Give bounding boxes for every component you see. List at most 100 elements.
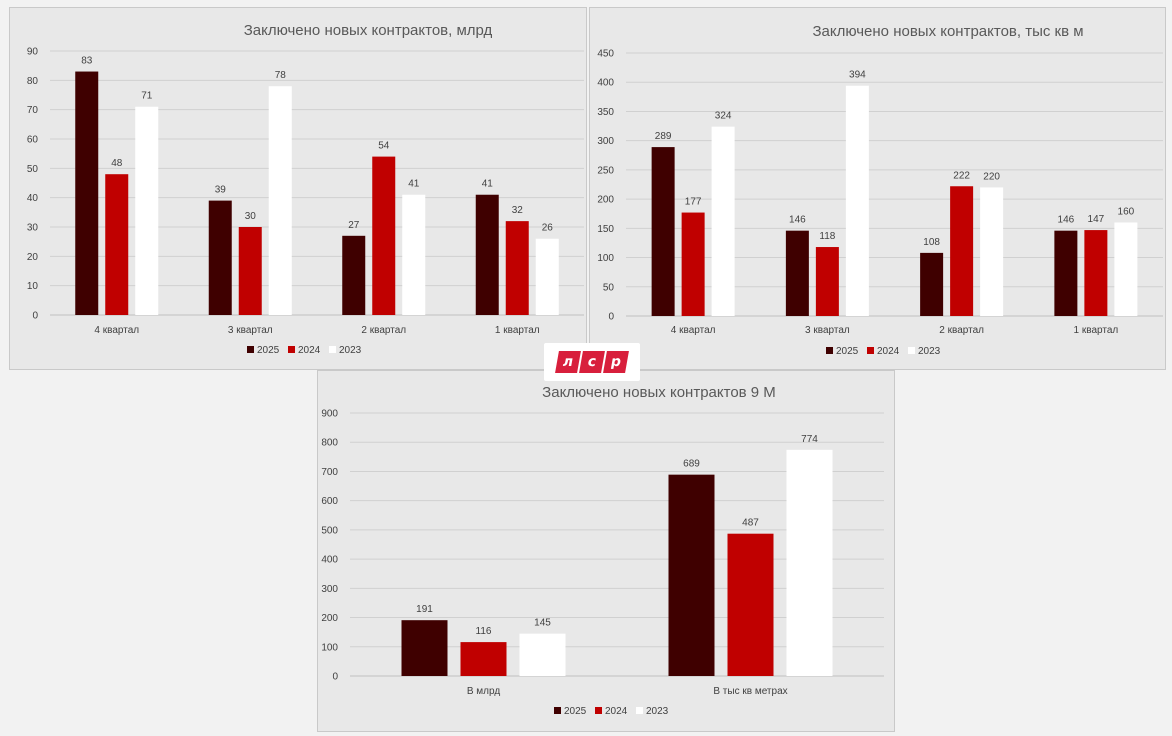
- data-label: 27: [348, 220, 360, 231]
- legend-label: 2024: [877, 346, 900, 357]
- data-label: 160: [1118, 206, 1135, 217]
- y-tick-label: 50: [603, 282, 615, 293]
- category-label: В млрд: [467, 686, 500, 697]
- bar-2025: [342, 235, 366, 315]
- y-tick-label: 40: [27, 193, 39, 204]
- data-label: 41: [482, 179, 494, 190]
- y-tick-label: 900: [321, 409, 338, 420]
- bar-2023: [135, 106, 159, 315]
- bar-2025: [75, 71, 99, 316]
- bar-2025: [208, 200, 232, 315]
- data-label: 26: [542, 223, 554, 234]
- chart-9-months: Заключено новых контрактов 9 М 0 100 200 30…: [321, 384, 884, 717]
- legend-swatch-2024: [867, 347, 874, 354]
- data-label: 78: [275, 70, 287, 81]
- y-tick-label: 80: [27, 76, 39, 87]
- data-label: 774: [801, 434, 818, 445]
- lsr-logo: л с р: [544, 343, 640, 381]
- chart-quarterly-bln: Заключено новых контрактов, млрд 0 10 20 30…: [27, 22, 584, 356]
- y-tick-label: 60: [27, 135, 39, 146]
- category-label: 2 квартал: [939, 325, 984, 336]
- y-tick-label: 30: [27, 223, 39, 234]
- bar-2023: [268, 86, 292, 315]
- y-tick-label: 400: [321, 555, 338, 566]
- y-tick-label: 200: [321, 613, 338, 624]
- data-label: 487: [742, 518, 759, 529]
- bar-2024: [1084, 230, 1108, 316]
- legend-label: 2023: [646, 706, 669, 717]
- y-tick-label: 350: [597, 107, 614, 118]
- legend-swatch-2024: [595, 707, 602, 714]
- category-label: 4 квартал: [671, 325, 716, 336]
- data-label: 83: [81, 56, 93, 67]
- legend-label: 2025: [836, 346, 859, 357]
- legend-label: 2023: [339, 345, 362, 356]
- data-label: 191: [416, 604, 433, 615]
- y-tick-label: 500: [321, 525, 338, 536]
- y-tick-label: 0: [332, 672, 338, 683]
- category-label: 3 квартал: [228, 325, 273, 336]
- chart-panel-9-months: Заключено новых контрактов 9 М 0 100 200 30…: [317, 370, 895, 732]
- data-label: 116: [476, 626, 492, 637]
- bar-2024: [372, 156, 396, 315]
- data-label: 220: [983, 171, 1000, 182]
- bar-2025: [920, 252, 944, 316]
- bar-2025: [651, 147, 675, 316]
- y-tick-label: 800: [321, 438, 338, 449]
- y-tick-label: 450: [597, 49, 614, 60]
- chart-title: Заключено новых контрактов, млрд: [244, 22, 493, 39]
- category-label: 2 квартал: [361, 325, 406, 336]
- bar-2025: [785, 230, 809, 316]
- data-label: 177: [685, 197, 702, 208]
- y-tick-label: 10: [27, 281, 39, 292]
- legend-label: 2024: [605, 706, 628, 717]
- bar-2024: [505, 221, 529, 315]
- bar-2024: [238, 227, 262, 315]
- bar-2023: [845, 85, 869, 317]
- legend-label: 2025: [257, 345, 280, 356]
- legend-swatch-2025: [554, 707, 561, 714]
- y-tick-label: 20: [27, 252, 39, 263]
- data-label: 324: [715, 111, 732, 122]
- y-tick-label: 700: [321, 467, 338, 478]
- chart-panel-quarterly-bln: Заключено новых контрактов, млрд 0 10 20 30…: [9, 7, 587, 370]
- bar-2023: [711, 126, 735, 316]
- chart-quarterly-sqm: Заключено новых контрактов, тыс кв м 0 50…: [597, 23, 1163, 357]
- data-label: 394: [849, 70, 866, 81]
- y-tick-label: 100: [321, 642, 338, 653]
- data-label: 289: [655, 131, 672, 142]
- chart-panel-quarterly-sqm: Заключено новых контрактов, тыс кв м 0 50…: [589, 7, 1166, 370]
- bar-2025: [1054, 230, 1078, 316]
- bar-2025: [401, 620, 448, 676]
- bar-2023: [1114, 222, 1138, 316]
- legend-swatch-2025: [826, 347, 833, 354]
- bar-2024: [950, 186, 974, 316]
- bar-2025: [668, 474, 715, 676]
- logo-letter: р: [603, 351, 629, 373]
- data-label: 39: [215, 185, 227, 196]
- bar-2024: [460, 642, 507, 676]
- data-label: 108: [923, 237, 940, 248]
- data-label: 71: [141, 91, 153, 102]
- data-label: 32: [512, 205, 524, 216]
- logo-letter: с: [579, 351, 605, 373]
- data-label: 146: [1058, 215, 1075, 226]
- data-label: 30: [245, 211, 257, 222]
- legend-label: 2025: [564, 706, 587, 717]
- y-tick-label: 250: [597, 165, 614, 176]
- legend-swatch-2023: [908, 347, 915, 354]
- y-tick-label: 0: [32, 311, 38, 322]
- bar-2023: [402, 194, 426, 315]
- logo-letter: л: [555, 351, 581, 373]
- category-label: В тыс кв метрах: [713, 686, 787, 697]
- data-label: 41: [408, 179, 420, 190]
- data-label: 54: [378, 141, 390, 152]
- legend-swatch-2024: [288, 346, 295, 353]
- data-label: 147: [1088, 214, 1105, 225]
- legend-swatch-2023: [636, 707, 643, 714]
- chart-title: Заключено новых контрактов, тыс кв м: [812, 23, 1083, 40]
- bar-2023: [535, 238, 559, 315]
- y-tick-label: 100: [597, 253, 614, 264]
- y-tick-label: 50: [27, 164, 39, 175]
- chart-title: Заключено новых контрактов 9 М: [542, 384, 776, 401]
